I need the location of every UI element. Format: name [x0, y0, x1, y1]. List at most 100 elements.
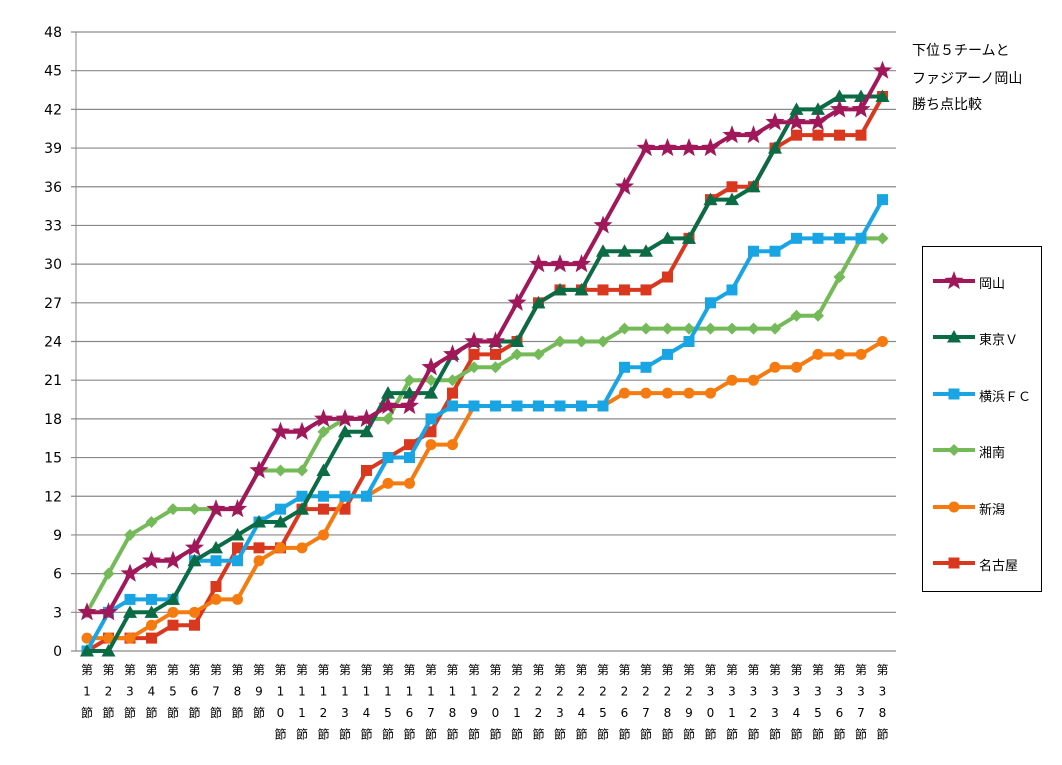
series-line — [85, 198, 885, 652]
data-point — [554, 400, 566, 412]
data-point — [791, 232, 802, 244]
data-point — [359, 424, 374, 438]
legend-item: 横浜ＦＣ — [923, 384, 1041, 405]
data-point — [425, 439, 437, 451]
data-point — [812, 348, 824, 360]
data-point — [144, 605, 159, 618]
data-point — [553, 282, 567, 296]
data-point — [275, 503, 286, 515]
data-point — [532, 348, 545, 361]
data-point — [141, 550, 162, 569]
data-point — [295, 502, 309, 515]
data-point — [768, 141, 782, 154]
data-point — [402, 386, 417, 399]
data-point — [812, 309, 824, 322]
data-point — [339, 503, 351, 515]
data-point — [232, 555, 243, 567]
data-point — [829, 99, 850, 118]
y-tick-label: 15 — [44, 451, 62, 467]
data-point — [339, 490, 351, 502]
data-point — [270, 421, 291, 440]
data-point — [726, 322, 738, 335]
data-point — [791, 361, 802, 373]
data-point — [404, 452, 415, 464]
legend-item: 新潟 — [923, 497, 1041, 518]
y-tick-label: 6 — [53, 567, 62, 583]
series-横浜ＦＣ — [81, 194, 888, 657]
data-point — [425, 374, 437, 387]
data-point — [789, 102, 804, 115]
data-point — [274, 464, 287, 477]
data-point — [425, 426, 437, 438]
data-point — [361, 490, 372, 502]
data-point — [877, 336, 888, 347]
data-point — [120, 563, 140, 582]
data-point — [617, 244, 632, 257]
data-point — [769, 245, 781, 257]
data-point — [662, 348, 673, 360]
data-point — [833, 271, 846, 284]
data-point — [576, 400, 587, 412]
data-point — [468, 361, 480, 374]
data-point — [832, 89, 847, 102]
data-point — [102, 567, 115, 580]
y-tick-label: 24 — [44, 335, 62, 351]
data-point — [811, 102, 825, 115]
data-point — [381, 386, 395, 399]
series-岡山 — [77, 60, 893, 621]
data-point — [877, 194, 888, 206]
data-point — [786, 112, 807, 131]
data-point — [705, 297, 716, 309]
y-tick-label: 48 — [44, 25, 62, 41]
data-point — [318, 490, 329, 502]
data-point — [657, 138, 678, 157]
data-point — [550, 254, 570, 273]
data-point — [338, 424, 352, 438]
data-point — [273, 515, 288, 528]
data-point — [146, 632, 157, 644]
data-point — [682, 231, 696, 244]
data-point — [640, 284, 652, 296]
data-point — [765, 112, 785, 131]
data-point — [446, 374, 459, 387]
legend-item: 東京Ｖ — [923, 327, 1041, 348]
data-point — [812, 232, 824, 244]
data-point — [382, 452, 394, 464]
data-point — [705, 387, 716, 399]
data-point — [747, 322, 760, 335]
data-point — [447, 439, 458, 451]
data-point — [851, 99, 871, 118]
y-tick-label: 18 — [44, 412, 62, 428]
data-point — [597, 284, 609, 296]
legend-item: 岡山 — [923, 271, 1041, 292]
data-point — [124, 632, 136, 644]
data-point — [335, 408, 355, 427]
data-point — [123, 605, 137, 618]
data-point — [683, 322, 695, 335]
data-point — [639, 244, 653, 257]
data-point — [725, 192, 739, 206]
data-point — [442, 344, 463, 363]
data-point — [528, 254, 549, 273]
data-point — [464, 331, 484, 350]
data-point — [447, 400, 458, 412]
data-point — [187, 553, 202, 567]
data-point — [618, 322, 631, 335]
legend-label: 新潟 — [979, 503, 1006, 518]
data-point — [124, 593, 136, 605]
data-point — [252, 515, 266, 528]
data-point — [619, 284, 630, 296]
data-point — [189, 619, 200, 631]
